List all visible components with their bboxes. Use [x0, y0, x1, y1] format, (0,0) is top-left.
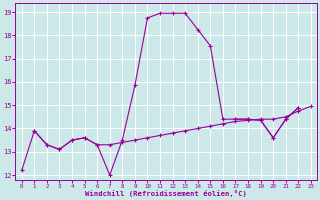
- X-axis label: Windchill (Refroidissement éolien,°C): Windchill (Refroidissement éolien,°C): [85, 190, 247, 197]
